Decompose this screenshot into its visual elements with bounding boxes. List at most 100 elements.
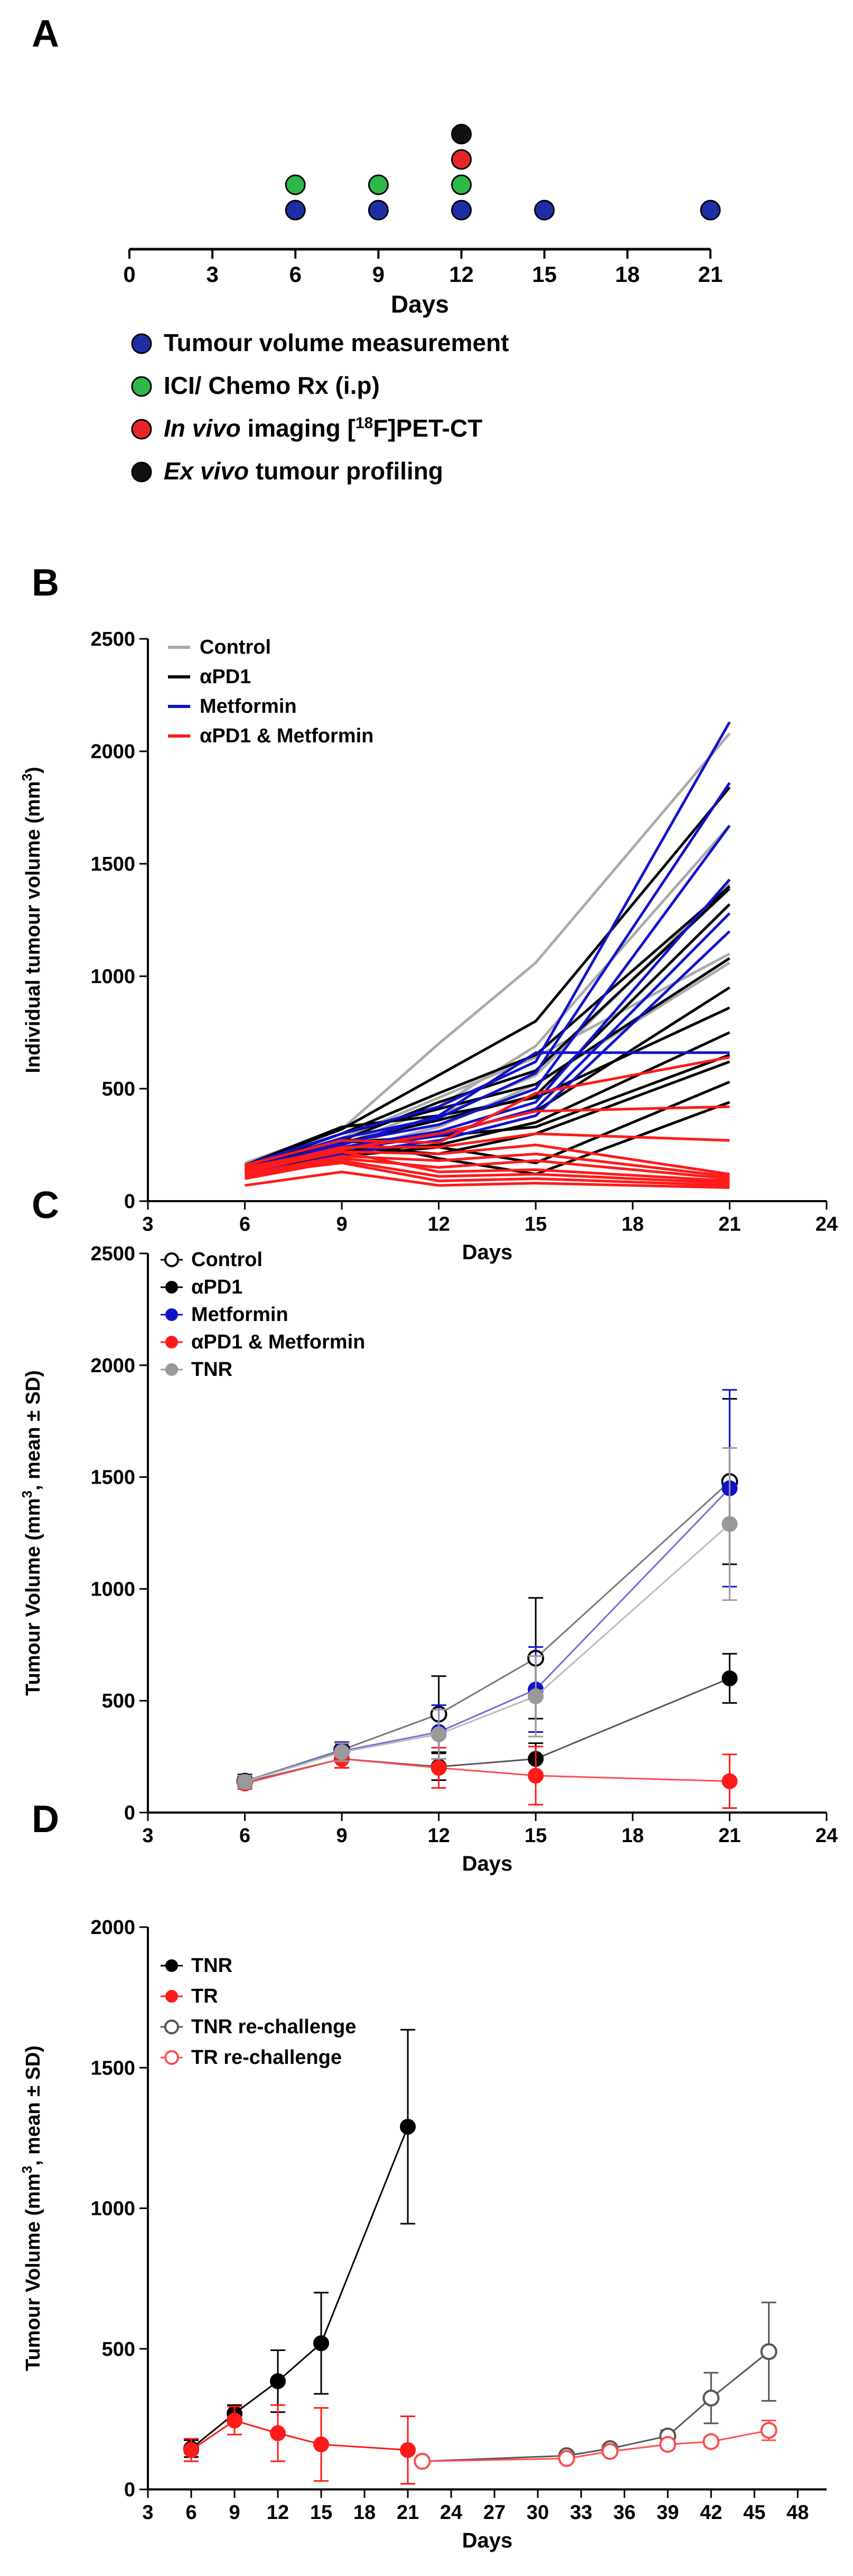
series-line-combo xyxy=(245,1162,730,1187)
legend-marker-open xyxy=(164,2020,179,2034)
x-axis-label: Days xyxy=(462,1241,513,1264)
timeline-marker-blue xyxy=(700,200,721,221)
x-tick-label: 9 xyxy=(336,1213,348,1235)
legend-label: TR xyxy=(191,1985,218,2007)
y-tick-label: 1500 xyxy=(90,2057,135,2079)
timeline-marker-blue xyxy=(285,200,306,221)
timeline-legend-marker xyxy=(131,333,152,354)
data-point-open xyxy=(601,2443,618,2460)
legend-text-part: In vivo xyxy=(164,414,241,442)
timeline-marker-blue xyxy=(451,200,472,221)
panel-label-c: C xyxy=(32,1184,59,1226)
legend-label: Metformin xyxy=(200,695,297,718)
y-tick-label: 0 xyxy=(124,1191,135,1213)
data-point-open xyxy=(702,2389,720,2407)
y-tick-label: 1500 xyxy=(90,853,135,875)
legend-marker-open xyxy=(164,2050,179,2065)
y-tick-label: 1000 xyxy=(90,966,135,988)
series-line-apd1 xyxy=(244,888,731,1171)
legend-text-part: ICI/ Chemo Rx (i.p) xyxy=(164,372,380,399)
timeline-legend-marker xyxy=(131,419,152,440)
panel-b-chart: 3 6 9 12 15 18 21 24 0 500 1000 1500 2000 2500 Days Ind… xyxy=(19,628,838,1264)
data-point xyxy=(528,1688,544,1704)
timeline-legend-label: In vivo imaging [18F]PET-CT xyxy=(164,414,482,442)
legend-marker xyxy=(165,1990,178,2003)
timeline-marker-green xyxy=(368,174,389,195)
data-point xyxy=(400,2119,416,2135)
y-axis-label: Individual tumour volume (mm3) xyxy=(19,767,44,1073)
timeline-legend-label: ICI/ Chemo Rx (i.p) xyxy=(164,372,380,399)
legend-text-part: 18 xyxy=(355,414,373,432)
timeline-marker-black xyxy=(451,124,472,145)
data-point-open xyxy=(760,2343,777,2361)
x-tick-label: 21 xyxy=(718,1213,740,1235)
timeline-tick-label: 15 xyxy=(532,262,557,287)
x-tick-label: 6 xyxy=(239,1213,250,1235)
timeline-tick-label: 12 xyxy=(449,262,474,287)
x-tick-label: 45 xyxy=(743,2502,765,2524)
data-point xyxy=(721,1670,738,1686)
y-axis-label-part: 3 xyxy=(19,1490,35,1498)
y-axis-label-part: Tumour Volume (mm xyxy=(22,1498,44,1695)
data-point xyxy=(313,2335,330,2352)
x-tick-label: 3 xyxy=(142,1213,153,1235)
data-point-open xyxy=(659,2436,677,2453)
legend-label: αPD1 & Metformin xyxy=(200,725,374,747)
y-tick-label: 2000 xyxy=(90,1917,135,1939)
data-point xyxy=(400,2442,416,2458)
y-tick-label: 2500 xyxy=(90,1243,135,1265)
y-axis-label-part: , mean ± SD) xyxy=(22,1370,44,1490)
legend-label: TNR xyxy=(191,1358,232,1381)
legend-marker xyxy=(165,1281,178,1294)
y-tick-label: 0 xyxy=(124,1802,135,1824)
data-point xyxy=(721,1773,738,1789)
x-tick-label: 24 xyxy=(815,1213,838,1235)
timeline-marker-green xyxy=(451,174,472,195)
data-point-open xyxy=(702,2433,720,2450)
y-tick-label: 2000 xyxy=(90,1355,135,1377)
y-axis-label-part: 3 xyxy=(19,773,35,781)
panel-a-timeline: 0 3 6 9 12 15 18 21 Days Tumour volume measuremen… xyxy=(123,124,723,485)
y-axis-label-part: Tumour Volume (mm xyxy=(22,2173,44,2371)
legend-marker xyxy=(165,1336,178,1348)
legend-label: Control xyxy=(191,1249,263,1271)
y-axis-label: Tumour Volume (mm3, mean ± SD) xyxy=(19,2045,44,2371)
x-tick-label: 12 xyxy=(428,1213,450,1235)
y-axis-label-part: , mean ± SD) xyxy=(22,2045,44,2166)
timeline-tick-label: 18 xyxy=(615,262,640,287)
x-tick-label: 18 xyxy=(622,1213,644,1235)
timeline-legend-marker xyxy=(131,461,152,483)
panel-d-chart: 3 6 9 12 15 18 21 24 27 30 33 36 39 42 45 4805001000150… xyxy=(19,1917,827,2552)
x-tick-label: 3 xyxy=(142,1825,153,1847)
legend-label: TNR xyxy=(191,1955,232,1977)
data-point xyxy=(721,1516,738,1532)
legend-label: αPD1 xyxy=(191,1276,242,1298)
series-line-combo xyxy=(245,1153,730,1178)
timeline-legend-label: Tumour volume measurement xyxy=(164,329,509,356)
y-tick-label: 1000 xyxy=(90,1578,135,1600)
legend-label: TNR re-challenge xyxy=(191,2016,357,2038)
x-tick-label: 6 xyxy=(239,1825,250,1847)
data-point xyxy=(270,2373,286,2389)
timeline-marker-green xyxy=(285,174,306,195)
series-line-metformin xyxy=(244,721,731,1167)
y-tick-label: 500 xyxy=(102,1078,135,1100)
x-tick-label: 30 xyxy=(527,2502,549,2524)
x-tick-label: 15 xyxy=(524,1825,547,1847)
series-line-combo xyxy=(245,1171,730,1189)
x-tick-label: 12 xyxy=(267,2502,289,2524)
legend-label: αPD1 xyxy=(200,666,251,688)
data-point xyxy=(270,2425,286,2441)
timeline-marker-blue xyxy=(534,200,555,221)
y-tick-label: 0 xyxy=(124,2479,135,2501)
series-line-apd1 xyxy=(244,1031,730,1178)
legend-marker xyxy=(165,1363,178,1376)
x-axis-label: Days xyxy=(462,1852,513,1875)
x-tick-label: 21 xyxy=(397,2502,419,2524)
legend-label: TR re-challenge xyxy=(191,2046,342,2069)
timeline-marker-blue xyxy=(368,200,389,221)
y-axis-label-part: Individual tumour volume (mm xyxy=(22,781,44,1073)
x-tick-label: 33 xyxy=(570,2502,592,2524)
y-tick-label: 1000 xyxy=(90,2198,135,2220)
